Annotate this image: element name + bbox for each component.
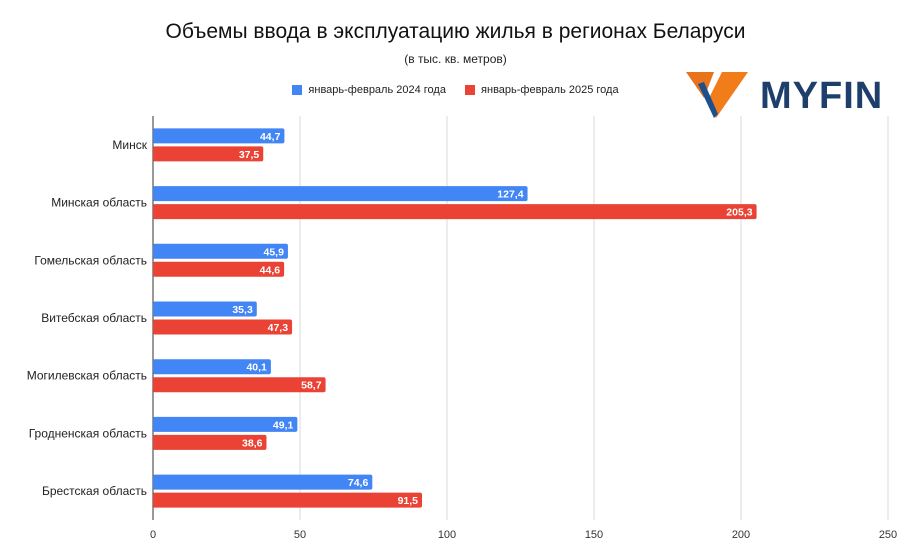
bar-2024 [153,474,373,490]
x-tick-label: 0 [150,529,156,541]
bar-value-label: 205,3 [726,207,752,219]
legend-label-2025: январь-февраль 2025 года [481,84,619,96]
x-tick-label: 50 [294,529,306,541]
category-label: Гомельская область [34,253,147,267]
legend-label-2024: январь-февраль 2024 года [308,84,446,96]
bar-value-label: 35,3 [232,304,253,316]
bar-value-label: 47,3 [268,322,289,334]
category-label: Брестская область [42,484,147,498]
logo-text: MYFIN [760,75,884,117]
bar-2025 [153,434,267,450]
x-tick-label: 250 [879,529,897,541]
x-tick-label: 200 [732,529,750,541]
bar-value-label: 40,1 [246,362,267,374]
legend-item-2024: январь-февраль 2024 года [292,84,446,96]
legend-swatch-2024 [292,85,303,95]
bar-value-label: 127,4 [497,189,523,201]
bar-2025 [153,319,293,335]
legend-item-2025: январь-февраль 2025 года [465,84,619,96]
bar-value-label: 74,6 [348,477,369,489]
bar-2024 [153,416,298,432]
x-tick-label: 150 [585,529,603,541]
bar-2024 [153,186,528,202]
bar-value-label: 45,9 [264,246,285,258]
bar-value-label: 37,5 [239,149,260,161]
category-label: Минск [112,138,147,152]
bar-value-label: 38,6 [242,437,263,449]
bar-2024 [153,243,288,259]
bar-2025 [153,377,326,393]
bar-value-label: 44,7 [260,131,281,143]
legend: январь-февраль 2024 года январь-февраль … [0,84,911,98]
x-tick-label: 100 [438,529,456,541]
legend-swatch-2025 [465,85,476,95]
bar-2025 [153,492,423,508]
category-label: Витебская область [41,311,147,325]
bar-2025 [153,261,285,277]
chart-title: Объемы ввода в эксплуатацию жилья в реги… [165,20,746,43]
bar-2024 [153,359,271,375]
bar-value-label: 44,6 [260,264,281,276]
category-label: Могилевская область [27,369,147,383]
bar-value-label: 49,1 [273,419,294,431]
bar-2024 [153,301,257,317]
bar-value-label: 91,5 [398,495,419,507]
bar-2024 [153,128,285,144]
bar-2025 [153,204,757,220]
myfin-logo-icon [686,72,748,118]
bar-2025 [153,146,264,162]
chart-subtitle: (в тыс. кв. метров) [404,52,507,66]
category-label: Минская область [51,196,147,210]
category-label: Гродненская область [29,426,147,440]
bar-value-label: 58,7 [301,380,322,392]
